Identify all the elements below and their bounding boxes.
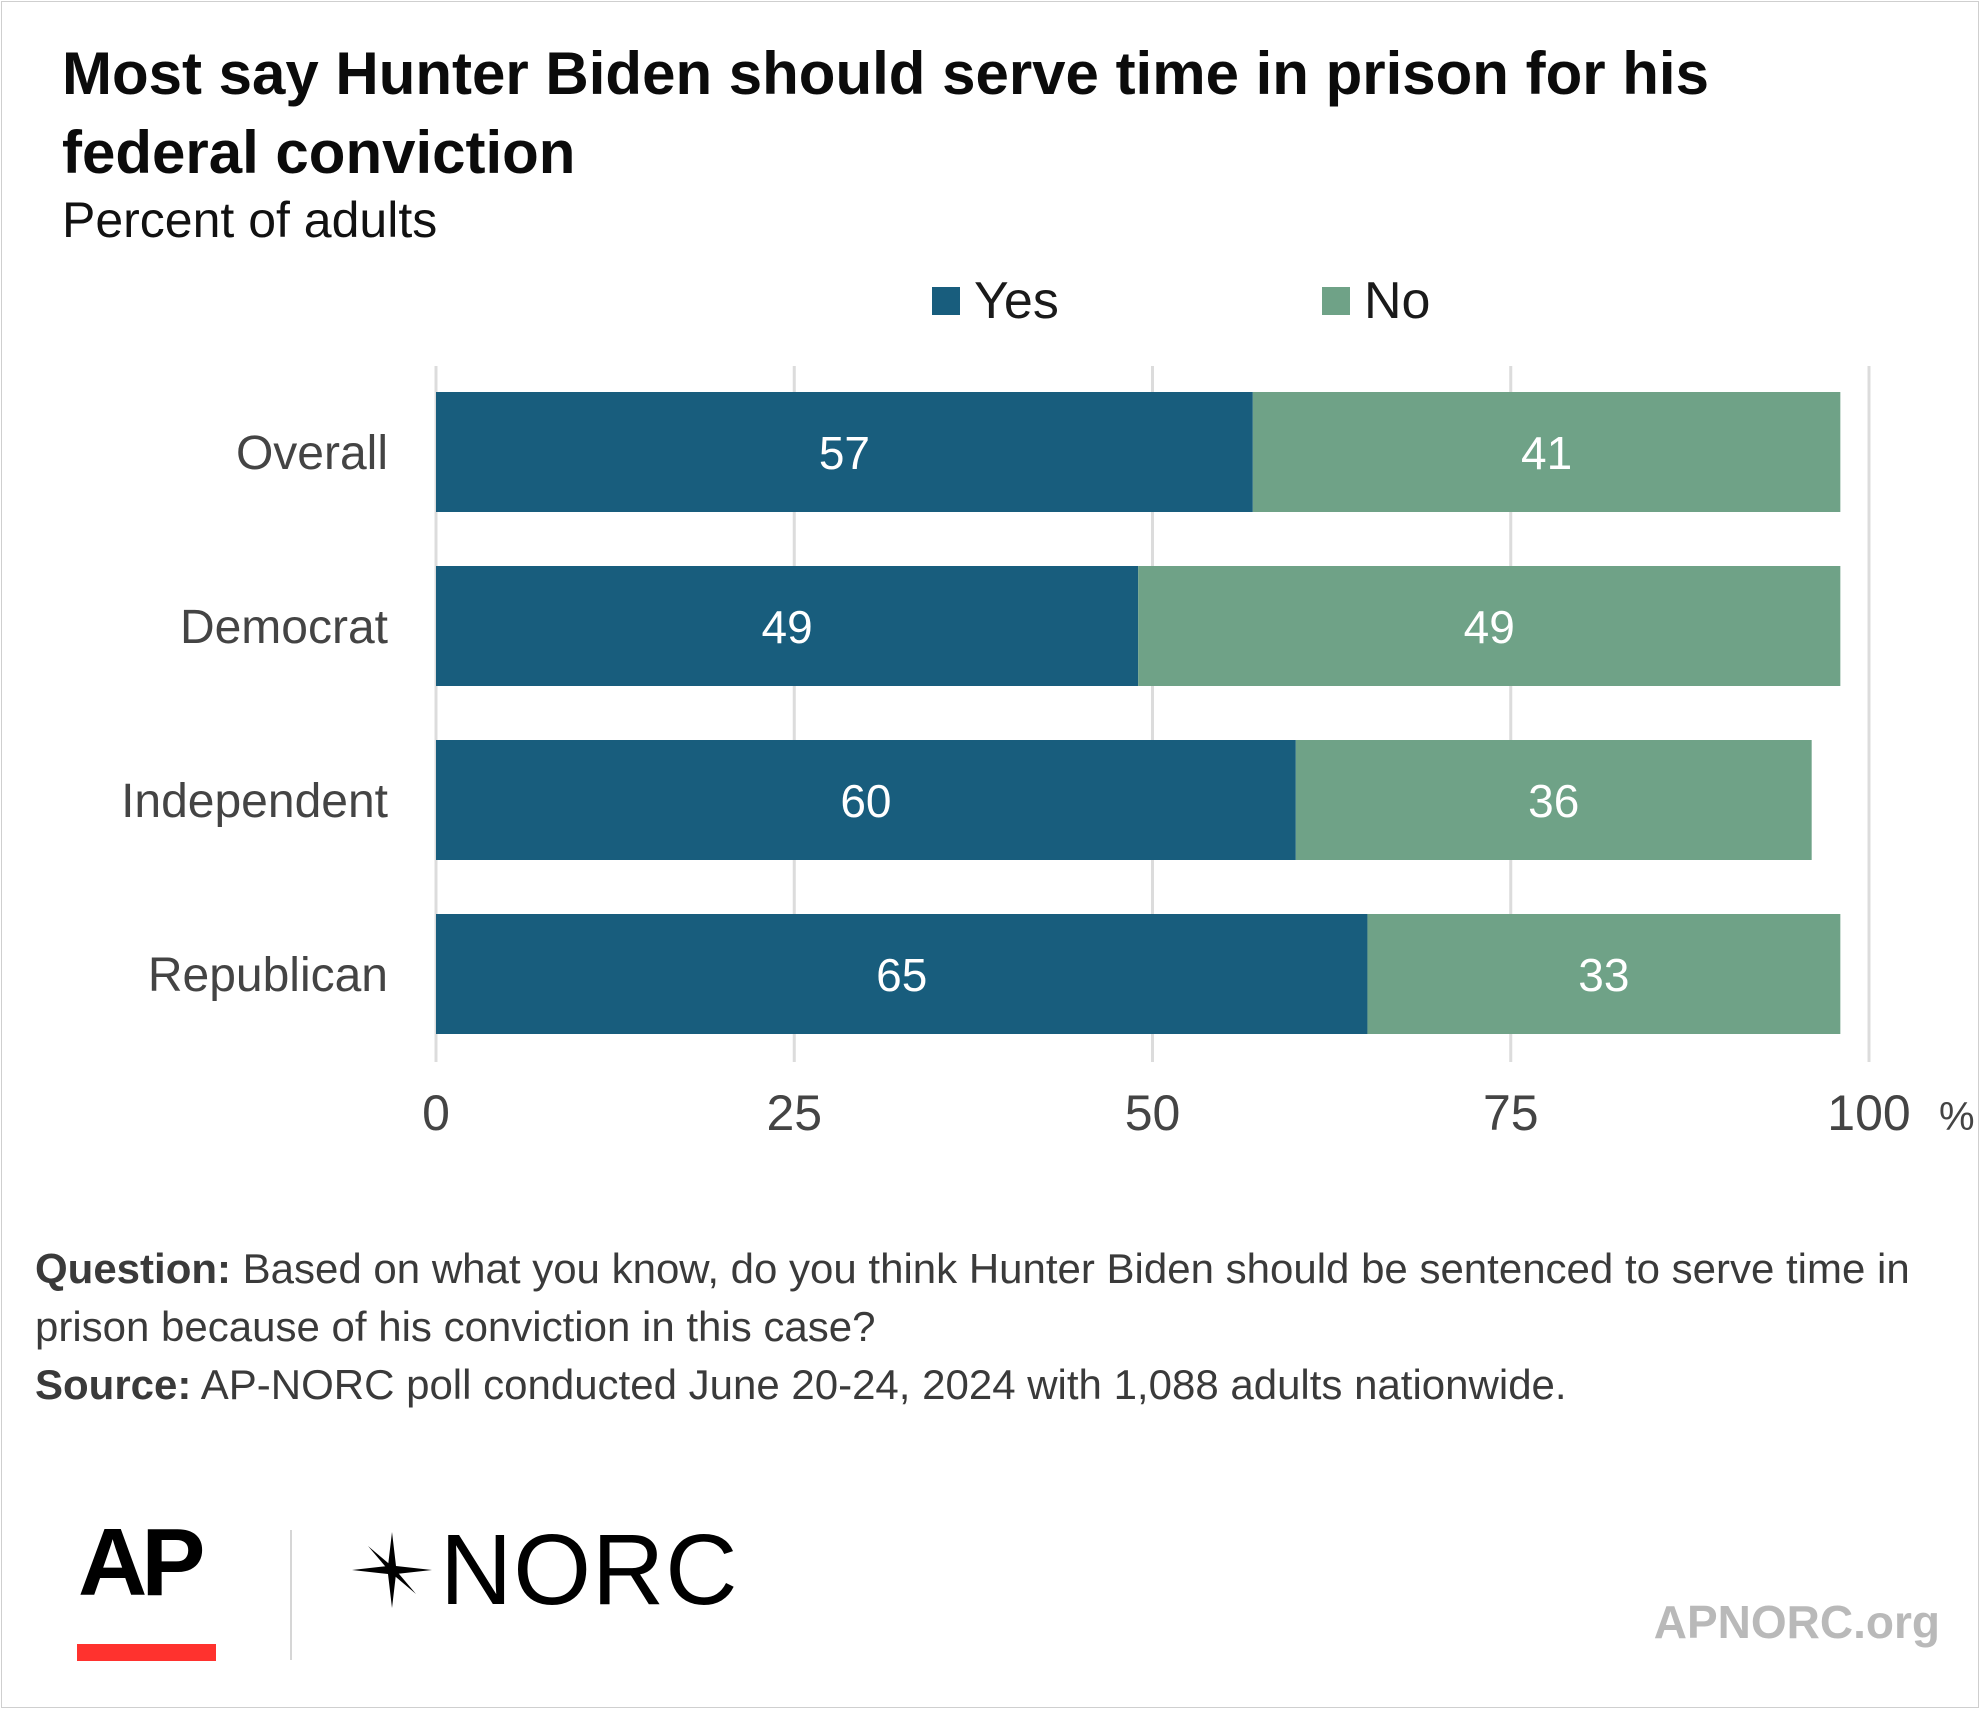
legend-label-yes: Yes — [974, 272, 1059, 330]
category-label: Independent — [121, 775, 388, 828]
bar-segment-yes — [436, 740, 1296, 860]
legend-item-yes: Yes — [932, 268, 1059, 334]
category-label: Republican — [148, 949, 388, 1002]
legend: Yes No — [0, 268, 1982, 334]
norc-star-icon — [352, 1532, 432, 1608]
x-tick-label: 50 — [1125, 1085, 1181, 1141]
legend-label-no: No — [1364, 272, 1431, 330]
category-label: Overall — [236, 427, 388, 480]
norc-logo-text: NORC — [440, 1514, 739, 1626]
data-label: 49 — [1464, 601, 1515, 653]
source-text: AP-NORC poll conducted June 20-24, 2024 … — [200, 1361, 1567, 1408]
data-label: 36 — [1528, 775, 1579, 827]
data-label: 33 — [1578, 949, 1629, 1001]
category-label: Democrat — [180, 601, 388, 654]
bar-segment-yes — [436, 392, 1253, 512]
bar-segment-yes — [436, 566, 1139, 686]
question-note: Question: Based on what you know, do you… — [35, 1240, 1935, 1356]
source-note: Source: AP-NORC poll conducted June 20-2… — [35, 1356, 1935, 1414]
x-tick-label: 25 — [766, 1085, 822, 1141]
chart-subtitle: Percent of adults — [62, 192, 438, 248]
question-label: Question: — [35, 1245, 231, 1292]
bar-segment-no — [1138, 566, 1841, 686]
bar-segment-yes — [436, 914, 1368, 1034]
bar-segment-no — [1252, 392, 1841, 512]
data-label: 60 — [840, 775, 891, 827]
data-label: 41 — [1521, 427, 1572, 479]
x-unit-label: % — [1939, 1095, 1975, 1139]
bar-segment-no — [1295, 740, 1812, 860]
chart-title: Most say Hunter Biden should serve time … — [62, 40, 1709, 186]
ap-logo: AP — [78, 1509, 205, 1616]
legend-swatch-no — [1322, 287, 1350, 315]
data-label: 49 — [761, 601, 812, 653]
website-link[interactable]: APNORC.org — [1653, 1596, 1940, 1648]
legend-swatch-yes — [932, 287, 960, 315]
x-tick-label: 100 — [1827, 1085, 1910, 1141]
question-text: Based on what you know, do you think Hun… — [35, 1245, 1910, 1350]
norc-logo: NORC — [350, 1520, 738, 1620]
x-tick-label: 75 — [1483, 1085, 1539, 1141]
ap-logo-underline — [77, 1644, 216, 1661]
bar-segment-no — [1367, 914, 1841, 1034]
source-label: Source: — [35, 1361, 192, 1408]
data-label: 57 — [819, 427, 870, 479]
data-label: 65 — [876, 949, 927, 1001]
chart-notes: Question: Based on what you know, do you… — [35, 1240, 1935, 1414]
logo-divider — [290, 1530, 292, 1660]
stacked-bar-chart: Overall 57 41 Democrat 49 49 Independent 60 36 Re… — [121, 366, 1975, 1141]
x-tick-label: 0 — [422, 1085, 450, 1141]
legend-item-no: No — [1322, 268, 1430, 334]
